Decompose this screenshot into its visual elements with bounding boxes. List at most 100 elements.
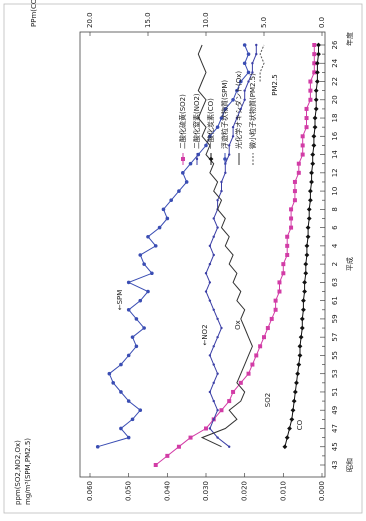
x-tick-label: 63 [331,278,339,287]
x-tick-label: 16 [331,131,339,140]
marker [296,170,301,175]
marker [165,216,170,221]
marker [312,70,317,75]
marker [254,353,259,358]
marker [285,234,290,239]
marker [255,52,258,56]
marker [304,116,309,121]
y-tick-label: 0.050 [125,481,133,501]
marker [227,399,232,404]
marker [208,281,212,284]
x-tick-label: 43 [331,461,339,470]
x-tick-label: 8 [331,207,339,211]
outer-frame [3,3,363,514]
marker [219,408,224,413]
marker [295,371,301,377]
marker [235,88,239,93]
marker [146,234,150,239]
marker [142,262,146,266]
marker [176,444,181,449]
marker [107,371,112,376]
marker [246,70,251,75]
marker [231,125,235,129]
marker [126,307,131,312]
marker [292,189,297,194]
marker [292,198,297,203]
legend-label: 浮遊粒子状物質(SPM) [220,80,229,149]
marker [299,325,305,331]
marker [126,399,131,403]
marker [316,42,321,48]
marker [216,317,219,321]
marker [311,133,317,139]
marker [204,143,208,148]
marker [208,244,212,248]
marker [308,97,313,102]
marker [95,444,100,449]
marker [219,116,224,120]
x-tick-label: 49 [331,406,339,415]
y-tick-label: 0.040 [163,481,171,501]
marker [220,326,223,330]
marker [181,171,185,175]
marker [304,125,309,130]
marker [299,316,305,322]
marker [220,189,223,193]
marker [142,326,146,330]
marker [308,197,313,203]
marker [246,371,251,376]
marker [306,216,312,221]
annotation: PM2.5 [271,74,279,95]
marker [251,71,254,74]
x-tick-label: 18 [331,114,339,123]
marker [242,43,247,47]
y2-tick-label: 15.0 [144,12,152,28]
marker [212,418,215,421]
y2-tick-label: 20.0 [86,12,94,28]
legend-label: 二酸化硫黄(SO2) [178,94,187,149]
y2-axis-label: PPm(CO) [30,0,38,27]
marker [153,244,158,248]
marker [251,62,254,65]
marker [300,143,305,148]
marker [177,189,181,193]
legend-label: 一酸化炭素(CO) [206,98,215,149]
marker [312,115,318,121]
marker [138,253,143,257]
marker [285,243,290,248]
marker [247,80,250,83]
series-line [284,45,319,447]
marker [212,253,215,257]
marker [212,235,215,238]
marker [204,272,208,275]
marker [305,234,311,240]
series-line [197,44,253,448]
marker [298,334,304,340]
marker [246,52,251,56]
rotated-chart: ppm(SO2,NO2,Ox) mg/m³(SPM,PM2.5) PPm(CO)… [14,0,354,505]
marker [204,426,208,431]
marker [308,88,313,93]
marker [265,326,270,331]
marker [273,298,278,303]
x-tick-label: 20 [331,95,339,104]
marker [165,453,170,458]
marker [119,362,123,367]
marker [262,335,266,340]
marker [157,225,162,230]
marker [216,409,219,412]
y-tick-label: 0.000 [318,481,326,501]
marker [316,51,321,57]
marker [308,188,313,194]
plot-frame [79,31,326,478]
marker [216,199,219,202]
marker [212,345,215,348]
marker [289,416,295,422]
marker [301,298,306,304]
annotation: CO [296,419,304,430]
annotation: 昭和 [345,458,354,472]
marker [224,171,227,175]
marker [297,353,303,358]
annotation: Ox [234,320,242,330]
